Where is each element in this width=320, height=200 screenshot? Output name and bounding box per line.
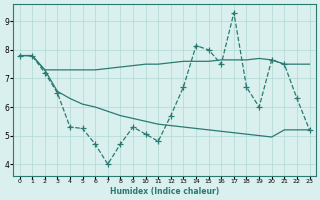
X-axis label: Humidex (Indice chaleur): Humidex (Indice chaleur): [110, 187, 219, 196]
